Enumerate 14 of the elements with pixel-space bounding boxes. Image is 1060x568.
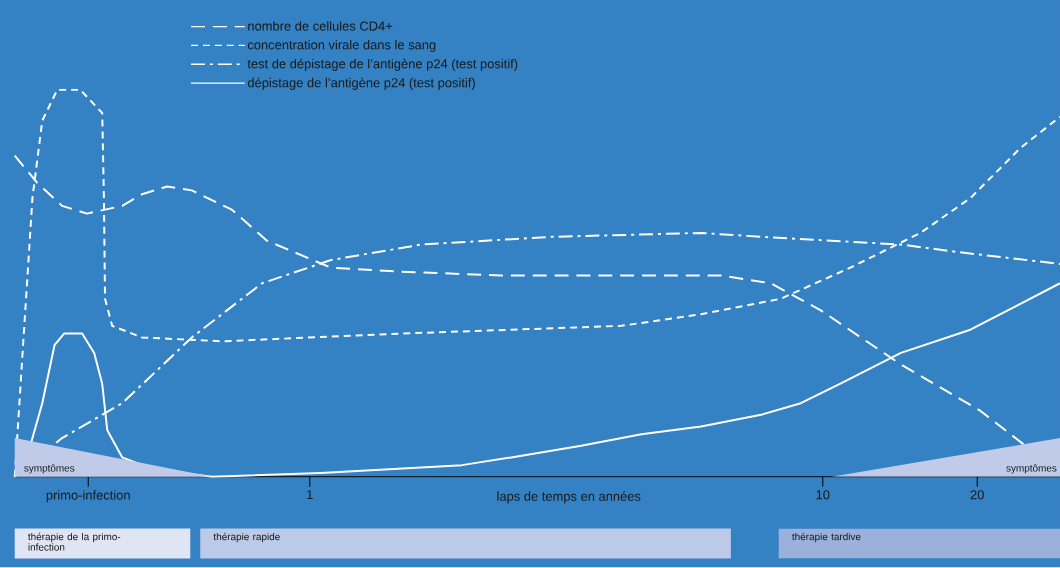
x-tick-label: 1 [307,490,313,500]
text: thérapie rapide [213,533,280,543]
x-tick-label: primo-infection [46,490,130,503]
x-tick-label: 10 [816,490,830,500]
x-tick-label: 20 [970,490,984,500]
legend-label: test de dépistage de l’antigène p24 (test positif) [247,58,518,72]
x-axis-title: laps de temps en années [497,491,641,504]
legend-label: concentration virale dans le sang [247,40,436,53]
series-label: symptômes [24,464,75,474]
text: thérapie de la primo-infection [28,533,121,551]
series-label: symptômes [1006,464,1057,474]
legend-label: nombre de cellules CD4+ [248,21,393,31]
legend-label: dépistage de l’antigène p24 (test positif) [247,77,475,91]
text: thérapie tardive [792,533,861,543]
